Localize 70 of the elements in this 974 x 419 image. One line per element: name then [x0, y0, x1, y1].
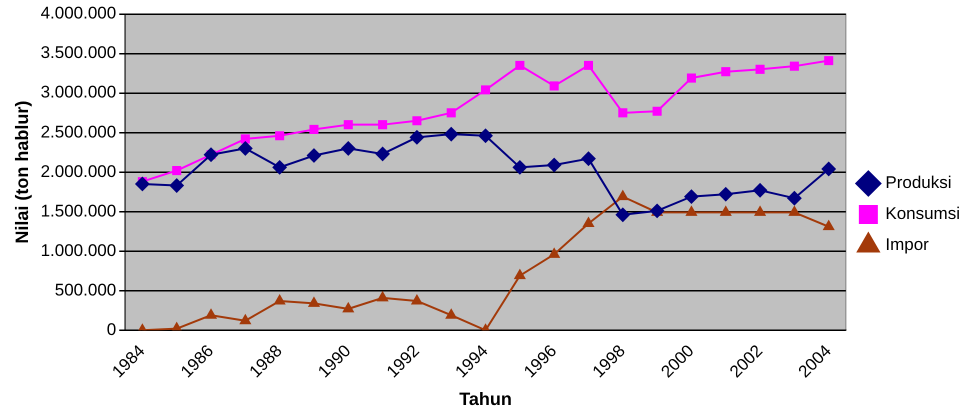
point: [446, 108, 456, 118]
point: [686, 206, 697, 216]
point: [410, 130, 424, 144]
point: [790, 62, 799, 71]
point: [238, 141, 252, 156]
point: [720, 206, 732, 216]
legend-label: Produksi: [885, 173, 952, 192]
y-tick-label: 1.500.000: [40, 201, 116, 220]
point: [581, 152, 596, 166]
point: [514, 270, 526, 280]
point: [446, 309, 457, 319]
point: [515, 60, 524, 70]
point: [170, 178, 184, 193]
y-tick-label: 2.500.000: [40, 122, 116, 142]
point: [240, 314, 251, 324]
point: [754, 206, 766, 216]
point: [344, 120, 353, 130]
point: [823, 220, 834, 230]
point: [616, 208, 630, 222]
point: [412, 116, 422, 126]
legend-label: Impor: [885, 235, 930, 254]
y-tick-label: 3.000.000: [40, 82, 116, 102]
point: [824, 56, 834, 66]
point: [308, 297, 320, 307]
y-tick-label: 500.000: [54, 280, 116, 300]
y-tick-label: 0: [106, 320, 116, 339]
point: [135, 176, 150, 191]
point: [376, 146, 390, 161]
point: [789, 206, 800, 216]
point: [309, 124, 318, 134]
point: [275, 131, 284, 140]
point: [787, 191, 802, 206]
point: [617, 190, 628, 200]
point: [481, 85, 490, 94]
point: [478, 128, 493, 143]
point: [341, 141, 356, 156]
x-axis-title: Tahun: [459, 389, 512, 410]
point: [378, 120, 388, 130]
point: [547, 158, 562, 172]
point: [274, 294, 285, 304]
point: [548, 248, 560, 258]
point: [272, 160, 287, 174]
point: [684, 190, 698, 204]
point: [718, 187, 733, 202]
y-tick-label: 2.000.000: [40, 162, 116, 181]
y-tick-label: 3.500.000: [40, 43, 116, 62]
point: [204, 148, 218, 162]
point: [686, 74, 696, 83]
point: [444, 127, 458, 142]
point: [652, 106, 662, 116]
point: [753, 183, 768, 198]
point: [618, 108, 628, 118]
y-axis-title: Nilai (ton hablur): [12, 100, 32, 244]
point: [172, 166, 182, 176]
legend-label: Konsumsi: [885, 204, 960, 224]
point: [721, 67, 730, 76]
y-tick-label: 4.000.000: [40, 4, 116, 23]
point: [584, 60, 594, 70]
point: [342, 302, 354, 312]
point: [756, 64, 765, 74]
y-tick-label: 1.000.000: [40, 240, 116, 260]
point: [550, 81, 559, 90]
point: [512, 160, 527, 174]
point: [206, 309, 216, 319]
point: [412, 294, 422, 304]
point: [240, 134, 250, 144]
point: [583, 218, 594, 228]
point: [377, 292, 388, 302]
point: [822, 162, 836, 176]
point: [306, 148, 321, 163]
